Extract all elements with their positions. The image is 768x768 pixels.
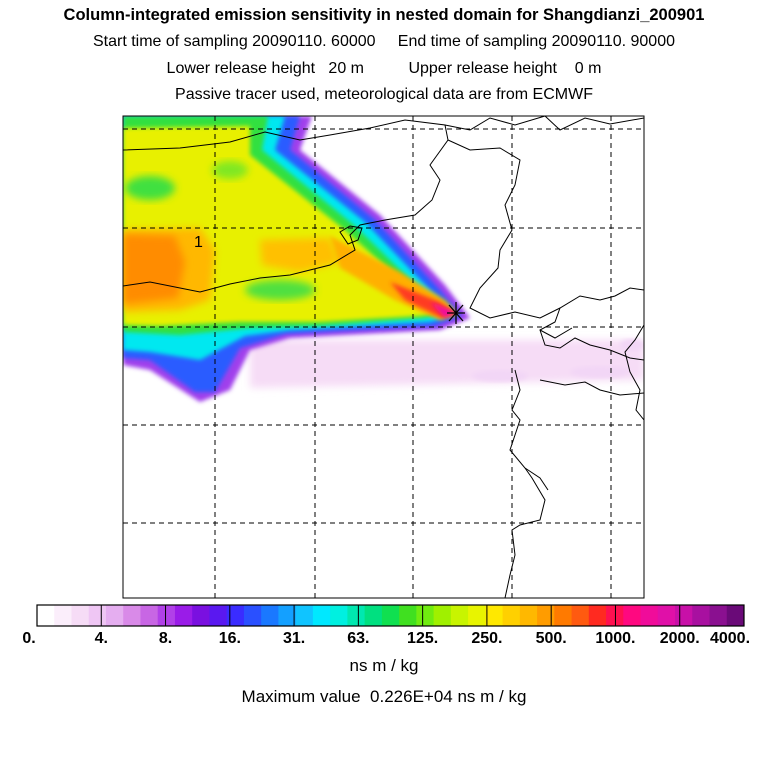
green-patch bbox=[125, 176, 175, 200]
colorbar-tick-label: 125. bbox=[407, 630, 439, 647]
green-patch bbox=[212, 161, 248, 179]
colorbar-cell bbox=[54, 605, 72, 626]
colorbar-cell bbox=[606, 605, 624, 626]
colorbar-cell bbox=[485, 605, 504, 626]
coastline bbox=[624, 324, 644, 421]
colorbar-cell bbox=[123, 605, 141, 626]
colorbar-tick-label: 4000. bbox=[709, 630, 751, 647]
colorbar-cell bbox=[709, 605, 728, 626]
colorbar-cell bbox=[312, 605, 331, 626]
colorbar-cell bbox=[295, 605, 314, 626]
receptor-star-icon bbox=[447, 302, 465, 324]
colorbar-cell bbox=[571, 605, 590, 626]
green-patch bbox=[245, 280, 315, 300]
colorbar-tick-label: 4. bbox=[94, 630, 108, 647]
colorbar-cell bbox=[381, 605, 400, 626]
coastline-layer bbox=[123, 116, 644, 598]
sampling-time-line: Start time of sampling 20090110. 60000 E… bbox=[92, 33, 675, 50]
plume-peak bbox=[430, 302, 456, 318]
map-frame bbox=[122, 115, 645, 599]
colorbar-tick-label: 250. bbox=[471, 630, 503, 647]
colorbar-cell bbox=[278, 605, 297, 626]
coastline bbox=[539, 379, 644, 396]
colorbar-cell bbox=[399, 605, 417, 626]
colorbar-cell bbox=[192, 605, 210, 626]
lake-outline bbox=[339, 225, 363, 245]
colorbar-tick-label: 8. bbox=[158, 630, 173, 647]
colorbar-cell bbox=[209, 605, 228, 626]
colorbar-cell bbox=[623, 605, 642, 626]
colorbar-tick-label: 0. bbox=[22, 630, 36, 647]
colorbar-cells bbox=[37, 605, 745, 626]
colorbar-unit-label: ns m / kg bbox=[349, 656, 419, 675]
emission-field bbox=[123, 116, 644, 402]
coastline bbox=[524, 467, 549, 491]
colorbar-cell bbox=[640, 605, 659, 626]
colorbar-cell bbox=[71, 605, 90, 626]
colorbar-frame bbox=[36, 604, 745, 627]
colorbar-cell bbox=[243, 605, 262, 626]
colorbar-cell bbox=[692, 605, 711, 626]
colorbar-tick-label: 1000. bbox=[595, 630, 636, 647]
colorbar-tick-label: 2000. bbox=[659, 630, 700, 647]
colorbar-tick-label: 16. bbox=[218, 630, 241, 647]
border-line bbox=[123, 119, 449, 293]
colorbar-cell bbox=[261, 605, 279, 626]
release-height-line: Lower release height 20 m Upper release … bbox=[166, 60, 602, 77]
model-info-line: Passive tracer used, meteorological data… bbox=[175, 86, 593, 103]
coastline bbox=[504, 369, 546, 598]
colorbar-cell bbox=[364, 605, 383, 626]
colorbar-tick-label: 31. bbox=[282, 630, 306, 647]
colorbar-cell bbox=[450, 605, 469, 626]
colorbar-cell bbox=[140, 605, 159, 626]
coastline bbox=[539, 327, 573, 339]
faint-plume-band bbox=[250, 340, 644, 388]
colorbar-cell bbox=[675, 605, 693, 626]
orange-patch bbox=[260, 238, 340, 272]
border-line bbox=[444, 116, 644, 131]
colorbar-cell bbox=[174, 605, 193, 626]
colorbar-tick-label: 63. bbox=[347, 630, 370, 647]
colorbar-tick-label: 500. bbox=[535, 630, 567, 647]
colorbar-cell bbox=[37, 605, 55, 626]
colorbar-cell bbox=[519, 605, 538, 626]
coastline bbox=[447, 139, 644, 319]
colorbar-cell bbox=[433, 605, 452, 626]
colorbar-cell bbox=[726, 605, 745, 626]
colorbar-cell bbox=[88, 605, 107, 626]
graticule bbox=[123, 116, 644, 598]
colorbar-cell bbox=[157, 605, 176, 626]
colorbar-cell bbox=[554, 605, 573, 626]
colorbar-cell bbox=[226, 605, 245, 626]
colorbar-cell bbox=[330, 605, 348, 626]
colorbar-cell bbox=[537, 605, 555, 626]
colorbar-cell bbox=[416, 605, 435, 626]
colorbar-cell bbox=[502, 605, 521, 626]
colorbar-cell bbox=[588, 605, 607, 626]
colorbar-cell bbox=[468, 605, 486, 626]
colorbar-cell bbox=[657, 605, 676, 626]
colorbar-cell bbox=[347, 605, 366, 626]
contour-label: 1 bbox=[194, 234, 203, 251]
plot-title: Column-integrated emission sensitivity i… bbox=[63, 6, 705, 24]
coastline bbox=[539, 307, 644, 361]
colorbar-cell bbox=[105, 605, 124, 626]
orange-core-inner bbox=[123, 234, 185, 304]
maximum-value-label: Maximum value 0.226E+04 ns m / kg bbox=[241, 687, 527, 706]
